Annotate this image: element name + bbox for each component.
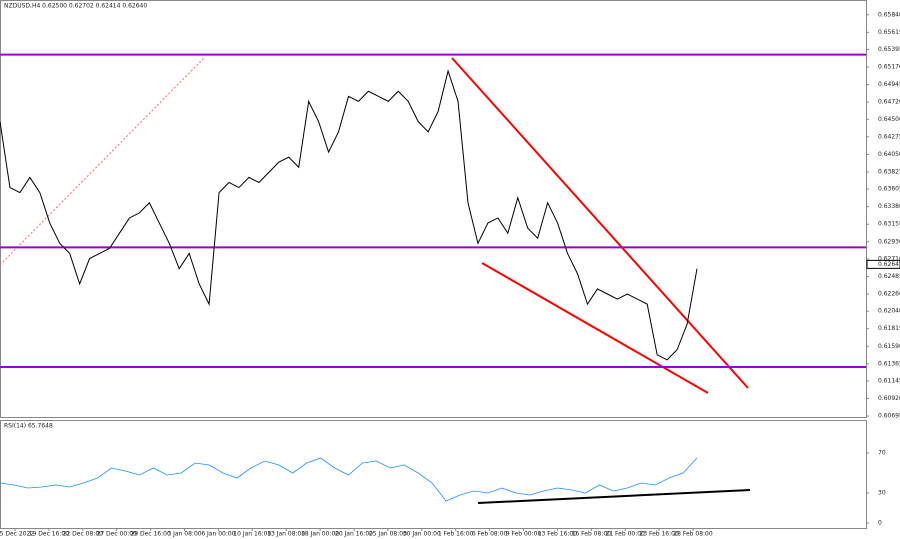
y-tick-label: 0.62485: [878, 273, 900, 280]
x-tick-label: 6 Jan 00:00: [201, 531, 235, 538]
x-tick-label: 10 Jan 16:00: [233, 531, 271, 538]
y-tick-label: 0.64275: [878, 133, 900, 140]
y-tick-label: 0.61145: [878, 377, 900, 384]
x-tick-label: 25 Jan 08:00: [369, 531, 407, 538]
x-tick-label: 20 Jan 16:00: [335, 531, 373, 538]
rsi-tick-label: 0: [878, 520, 882, 527]
x-tick-label: 9 Feb 00:00: [506, 531, 542, 538]
x-tick-label: 29 Dec 16:00: [130, 531, 171, 538]
x-tick-label: 23 Feb 16:00: [639, 531, 679, 538]
x-tick-label: 27 Dec 00:00: [97, 531, 138, 538]
x-tick-label: 16 Feb 08:00: [572, 531, 612, 538]
rsi-line: [0, 457, 698, 502]
x-tick-label: 13 Feb 16:00: [538, 531, 578, 538]
y-tick-label: 0.64945: [878, 81, 900, 88]
rsi-label: RSI(14) 65.7648: [4, 423, 53, 430]
x-tick-label: 30 Jan 00:00: [403, 531, 441, 538]
x-tick-label: 19 Dec 16:00: [29, 531, 70, 538]
last-price-label: 0.62640: [878, 261, 900, 268]
chart-title: NZDUSD,H4 0.62500 0.62702 0.62414 0.6264…: [4, 3, 147, 10]
x-tick-label: 6 Feb 08:00: [472, 531, 508, 538]
last-price-tag: [866, 259, 900, 269]
rsi-panel: [0, 420, 867, 529]
rsi-tick-label: 70: [878, 450, 886, 457]
x-tick-label: 3 Jan 08:00: [167, 531, 201, 538]
x-tick-label: 13 Jan 08:00: [267, 531, 305, 538]
y-tick-label: 0.65615: [878, 29, 900, 36]
y-tick-label: 0.63155: [878, 221, 900, 228]
wedge-lower: [481, 262, 709, 394]
wedge-upper: [451, 57, 749, 389]
x-tick-label: 15 Dec 2022: [0, 531, 34, 538]
y-tick-label: 0.60695: [878, 413, 900, 420]
price-line: [0, 69, 698, 361]
y-tick-label: 0.61365: [878, 360, 900, 367]
y-tick-label: 0.61815: [878, 325, 900, 332]
price-panel: [0, 0, 867, 418]
x-tick-label: 18 Jan 00:00: [301, 531, 339, 538]
rsi-tick-label: 30: [878, 490, 886, 497]
rsi-trendline: [477, 489, 751, 504]
x-tick-label: 21 Feb 00:00: [606, 531, 646, 538]
x-tick-label: 1 Feb 16:00: [438, 531, 474, 538]
dotted-trendline: [0, 56, 206, 266]
y-tick-label: 0.63825: [878, 168, 900, 175]
x-tick-label: 28 Feb 08:00: [673, 531, 713, 538]
x-tick-label: 22 Dec 08:00: [63, 531, 104, 538]
y-tick-label: 0.63605: [878, 186, 900, 193]
y-tick-label: 0.65395: [878, 46, 900, 53]
